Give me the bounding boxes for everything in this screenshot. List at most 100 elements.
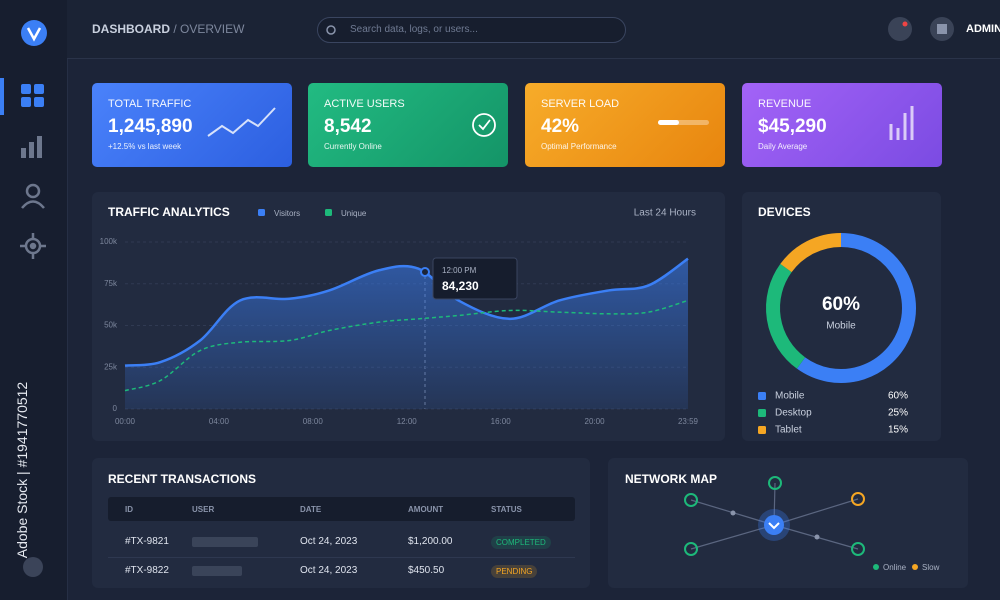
legend-value: 60% (888, 391, 908, 402)
legend-label: Desktop (775, 408, 812, 419)
cell-id: #TX-9821 (125, 536, 169, 547)
card-note: Optimal Performance (541, 142, 617, 151)
nav-users[interactable] (21, 183, 45, 209)
user-placeholder (192, 537, 258, 547)
breadcrumb: DASHBOARD / OVERVIEW (92, 22, 244, 36)
tooltip-text: 84,230 (442, 279, 479, 293)
y-tick-label: 25k (104, 362, 118, 371)
search-placeholder: Search data, logs, or users... (350, 24, 478, 35)
legend-label: Unique (341, 209, 367, 218)
legend-label: Slow (922, 563, 940, 572)
network-diagram (684, 476, 865, 556)
avatar[interactable] (23, 557, 43, 577)
x-tick-label: 23:59 (678, 417, 699, 426)
column-header: AMOUNT (408, 505, 444, 514)
card-note: +12.5% vs last week (108, 142, 182, 151)
search-icon (326, 25, 336, 35)
network-panel (608, 458, 968, 588)
load-fill (658, 120, 679, 125)
donut-center-value: 60% (822, 294, 860, 315)
legend-label: Visitors (274, 209, 300, 218)
column-header: ID (125, 505, 133, 514)
card-note: Currently Online (324, 142, 382, 151)
chart-subtitle: Last 24 Hours (634, 208, 696, 219)
card-title: REVENUE (758, 98, 812, 110)
cell-date: Oct 24, 2023 (300, 536, 358, 547)
check-mark (478, 119, 491, 131)
donut-segment (780, 233, 842, 273)
hover-point (420, 267, 430, 277)
table-header (108, 497, 575, 521)
donut-segment (766, 263, 806, 369)
logo (21, 20, 47, 46)
column-header: DATE (300, 505, 322, 514)
card-title: ACTIVE USERS (324, 98, 405, 110)
check-icon (472, 113, 496, 137)
sparkline (207, 107, 276, 137)
stat-card: ACTIVE USERS 8,542 Currently Online (308, 83, 508, 167)
legend-online-dot (873, 564, 879, 570)
settings-icon (937, 24, 947, 34)
x-tick-label: 00:00 (115, 417, 136, 426)
y-tick-label: 0 (113, 404, 118, 413)
search-box[interactable]: Search data, logs, or users... (317, 17, 626, 43)
page-subtitle: / OVERVIEW (173, 22, 245, 36)
x-tick-label: 16:00 (491, 417, 512, 426)
legend-swatch (325, 209, 332, 216)
legend-swatch (258, 209, 265, 216)
transactions-title: RECENT TRANSACTIONS (108, 472, 257, 486)
notification-dot (902, 21, 908, 27)
legend-label: Mobile (775, 391, 805, 402)
user-placeholder (192, 566, 242, 576)
nav-dashboard[interactable] (21, 84, 44, 107)
column-header: USER (192, 505, 215, 514)
cell-id: #TX-9822 (125, 565, 169, 576)
y-tick-label: 50k (104, 321, 118, 330)
cell-amount: $450.50 (408, 565, 445, 576)
nav-analytics[interactable] (21, 136, 42, 158)
legend-swatch (758, 409, 766, 417)
legend-value: 15% (888, 425, 908, 436)
line (124, 299, 689, 392)
x-tick-label: 08:00 (303, 417, 324, 426)
revenue-bars (889, 106, 914, 140)
cell-amount: $1,200.00 (408, 536, 453, 547)
tooltip-title: 12:00 PM (442, 266, 477, 275)
cell-date: Oct 24, 2023 (300, 565, 358, 576)
legend-swatch (758, 426, 766, 434)
card-value: 42% (541, 116, 580, 137)
legend-label: Online (883, 563, 907, 572)
card-value: $45,290 (758, 116, 827, 137)
card-note: Daily Average (758, 142, 808, 151)
chart-title: DEVICES (758, 205, 811, 219)
card-title: SERVER LOAD (541, 98, 620, 110)
legend-slow-dot (912, 564, 918, 570)
area (125, 258, 688, 409)
line (124, 257, 689, 367)
row-divider (108, 557, 575, 558)
donut-center-label: Mobile (826, 321, 856, 332)
transactions-panel (92, 458, 590, 588)
legend-swatch (758, 392, 766, 400)
tooltip-box (432, 257, 518, 300)
network-title: NETWORK MAP (625, 472, 717, 486)
card-title: TOTAL TRAFFIC (108, 98, 192, 110)
donut-segment (796, 233, 916, 383)
x-tick-label: 04:00 (209, 417, 230, 426)
legend-label: Tablet (775, 425, 802, 436)
nav-settings[interactable] (20, 233, 46, 259)
notification-button[interactable] (888, 17, 912, 41)
stat-card: SERVER LOAD 42% Optimal Performance (525, 83, 725, 167)
card-value: 8,542 (324, 116, 372, 137)
user-name[interactable]: ADMIN (966, 23, 1000, 35)
status-badge: COMPLETED (491, 536, 551, 549)
page-title: DASHBOARD (92, 22, 170, 36)
x-tick-label: 12:00 (397, 417, 418, 426)
logo-mark (26, 27, 42, 42)
chart-title: TRAFFIC ANALYTICS (108, 205, 230, 219)
active-indicator (0, 78, 4, 115)
stat-card: REVENUE $45,290 Daily Average (742, 83, 942, 167)
y-tick-label: 100k (100, 237, 118, 246)
